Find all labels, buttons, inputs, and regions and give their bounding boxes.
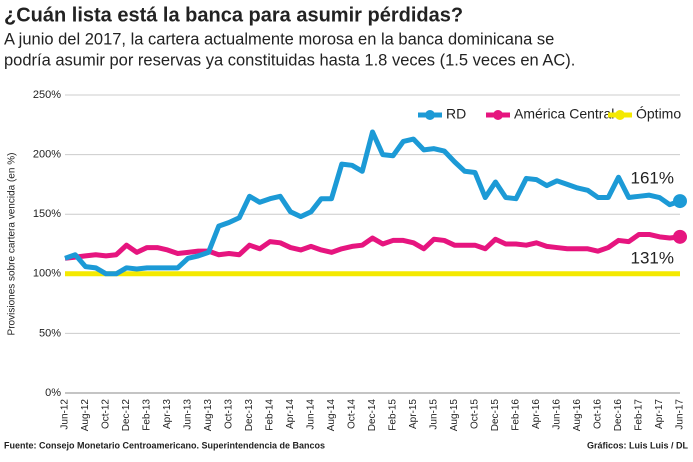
x-tick-label: Oct-15 [470,399,481,429]
x-tick-label: Aug-16 [572,399,583,432]
subtitle: A junio del 2017, la cartera actualmente… [4,30,554,48]
end-point [673,194,687,209]
x-tick-label: Feb-17 [634,399,645,431]
x-tick-label: Dec-12 [121,399,132,432]
x-tick-label: Aug-13 [203,399,214,432]
x-tick-label: Feb-13 [142,399,153,431]
credit: Gráficos: Luis Luis / DL [587,440,689,450]
x-tick-label: Oct-16 [593,399,604,429]
x-tick-label: Oct-12 [101,399,112,429]
x-tick-label: Aug-12 [80,399,91,432]
x-tick-label: Oct-13 [224,399,235,429]
x-tick-label: Aug-14 [326,399,337,432]
annotation: 161% [631,169,674,188]
end-point [673,229,687,244]
x-tick-label: Feb-14 [265,399,276,431]
y-tick-label: 250% [33,89,61,101]
legend-marker [615,110,625,120]
y-tick-label: 0% [45,387,61,399]
x-tick-label: Jun-14 [306,399,317,430]
x-tick-label: Feb-15 [388,399,399,431]
legend-label: Óptimo [636,106,681,122]
y-tick-label: 100% [33,268,61,280]
y-tick-label: 50% [39,327,61,339]
x-tick-label: Dec-14 [367,399,378,432]
x-tick-label: Apr-13 [162,399,173,429]
data-line [64,129,681,277]
chart-title: ¿Cuán lista está la banca para asumir pé… [4,4,463,26]
x-tick-label: Dec-15 [490,399,501,432]
x-tick-label: Oct-14 [347,399,358,429]
legend-marker [493,110,503,120]
subtitle: podría asumir por reservas ya constituid… [4,51,575,69]
x-tick-label: Jun-15 [429,399,440,430]
x-tick-label: Jun-17 [675,399,686,430]
annotation: 131% [631,248,674,267]
x-tick-label: Feb-16 [511,399,522,431]
x-tick-label: Apr-16 [531,399,542,429]
legend-marker [425,110,435,120]
x-tick-label: Apr-17 [654,399,665,429]
x-tick-label: Jun-12 [60,399,71,430]
y-tick-label: 150% [33,208,61,220]
x-tick-label: Jun-13 [183,399,194,430]
source: Fuente: Consejo Monetario Centroamerican… [4,440,325,450]
x-tick-label: Dec-13 [244,399,255,432]
legend-label: América Central [514,106,614,122]
x-tick-label: Aug-15 [449,399,460,432]
legend-label: RD [446,106,466,122]
x-tick-label: Jun-16 [552,399,563,430]
data-line [64,231,681,261]
x-tick-label: Apr-14 [285,399,296,429]
x-tick-label: Apr-15 [408,399,419,429]
x-tick-label: Dec-16 [613,399,624,432]
y-axis-label: Provisiones sobre cartera vencida (en %) [7,153,18,336]
y-tick-label: 200% [33,149,61,161]
